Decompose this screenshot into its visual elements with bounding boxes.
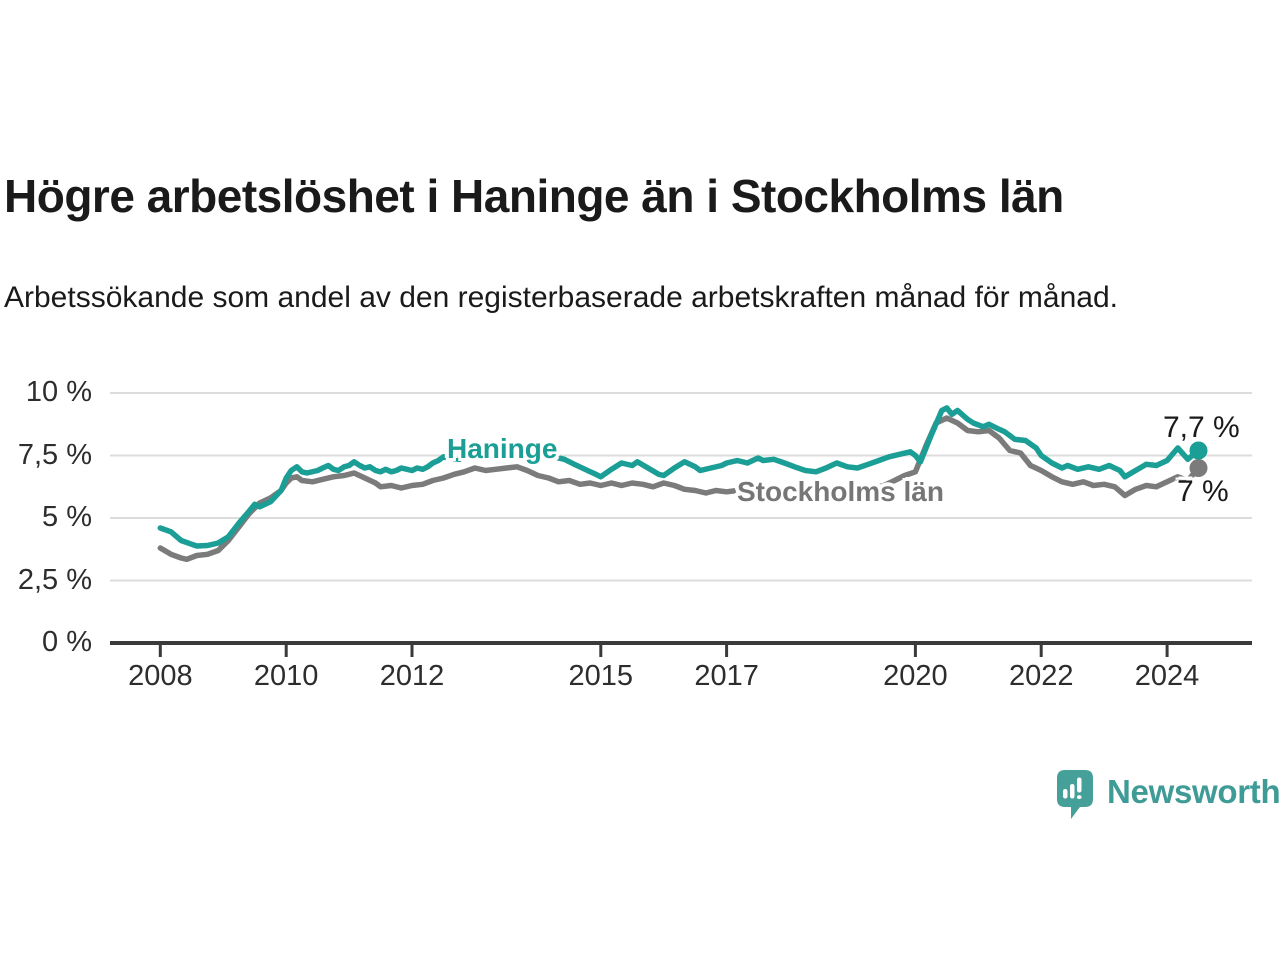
x-tick-label: 2008 (128, 660, 193, 692)
y-tick-label: 0 % (42, 625, 92, 658)
chart-subtitle: Arbetssökande som andel av den registerb… (4, 281, 1118, 314)
page-title: Högre arbetslöshet i Haninge än i Stockh… (4, 169, 1064, 222)
series-label-stockholms-lan: Stockholms län (737, 476, 944, 507)
newsworthy-chart-bubble-icon (1057, 770, 1093, 819)
x-tick-label: 2020 (883, 660, 948, 692)
x-tick-label: 2022 (1008, 660, 1074, 692)
end-value-haninge: 7,7 % (1163, 411, 1240, 444)
newsworthy-logo: Newsworthy (1056, 770, 1280, 820)
y-tick-label: 10 % (25, 375, 92, 408)
end-value-stockholms-lan: 7 % (1177, 475, 1229, 508)
y-tick-label: 7,5 % (17, 438, 92, 471)
x-tick-label: 2015 (568, 660, 634, 692)
y-tick-label: 2,5 % (17, 563, 92, 596)
brand-name: Newsworthy (1107, 773, 1280, 810)
y-tick-label: 5 % (42, 500, 92, 533)
series-label-haninge: Haninge (447, 433, 558, 464)
x-tick-label: 2017 (694, 660, 759, 692)
x-tick-label: 2010 (253, 660, 319, 692)
x-tick-label: 2012 (379, 660, 445, 692)
x-tick-label: 2024 (1134, 660, 1200, 692)
